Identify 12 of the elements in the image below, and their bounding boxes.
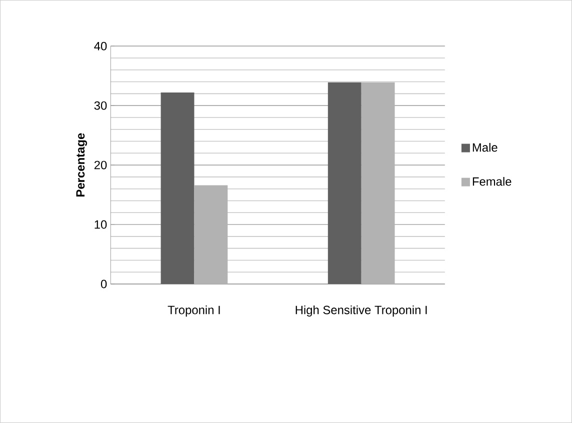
bar (160, 92, 194, 284)
y-axis-title: Percentage (76, 133, 88, 196)
x-tick-label: Troponin I (168, 305, 220, 317)
legend-label: Male (472, 142, 498, 152)
y-tick-label: 40 (94, 42, 107, 50)
y-tick-label: 20 (94, 160, 107, 170)
bar (328, 82, 362, 284)
y-tick-label: 0 (100, 280, 107, 288)
legend-label: Female (472, 177, 512, 186)
y-tick-label: 10 (94, 220, 107, 229)
y-tick-label: 30 (94, 101, 107, 110)
x-tick-label: High Sensitive Troponin I (296, 305, 427, 317)
